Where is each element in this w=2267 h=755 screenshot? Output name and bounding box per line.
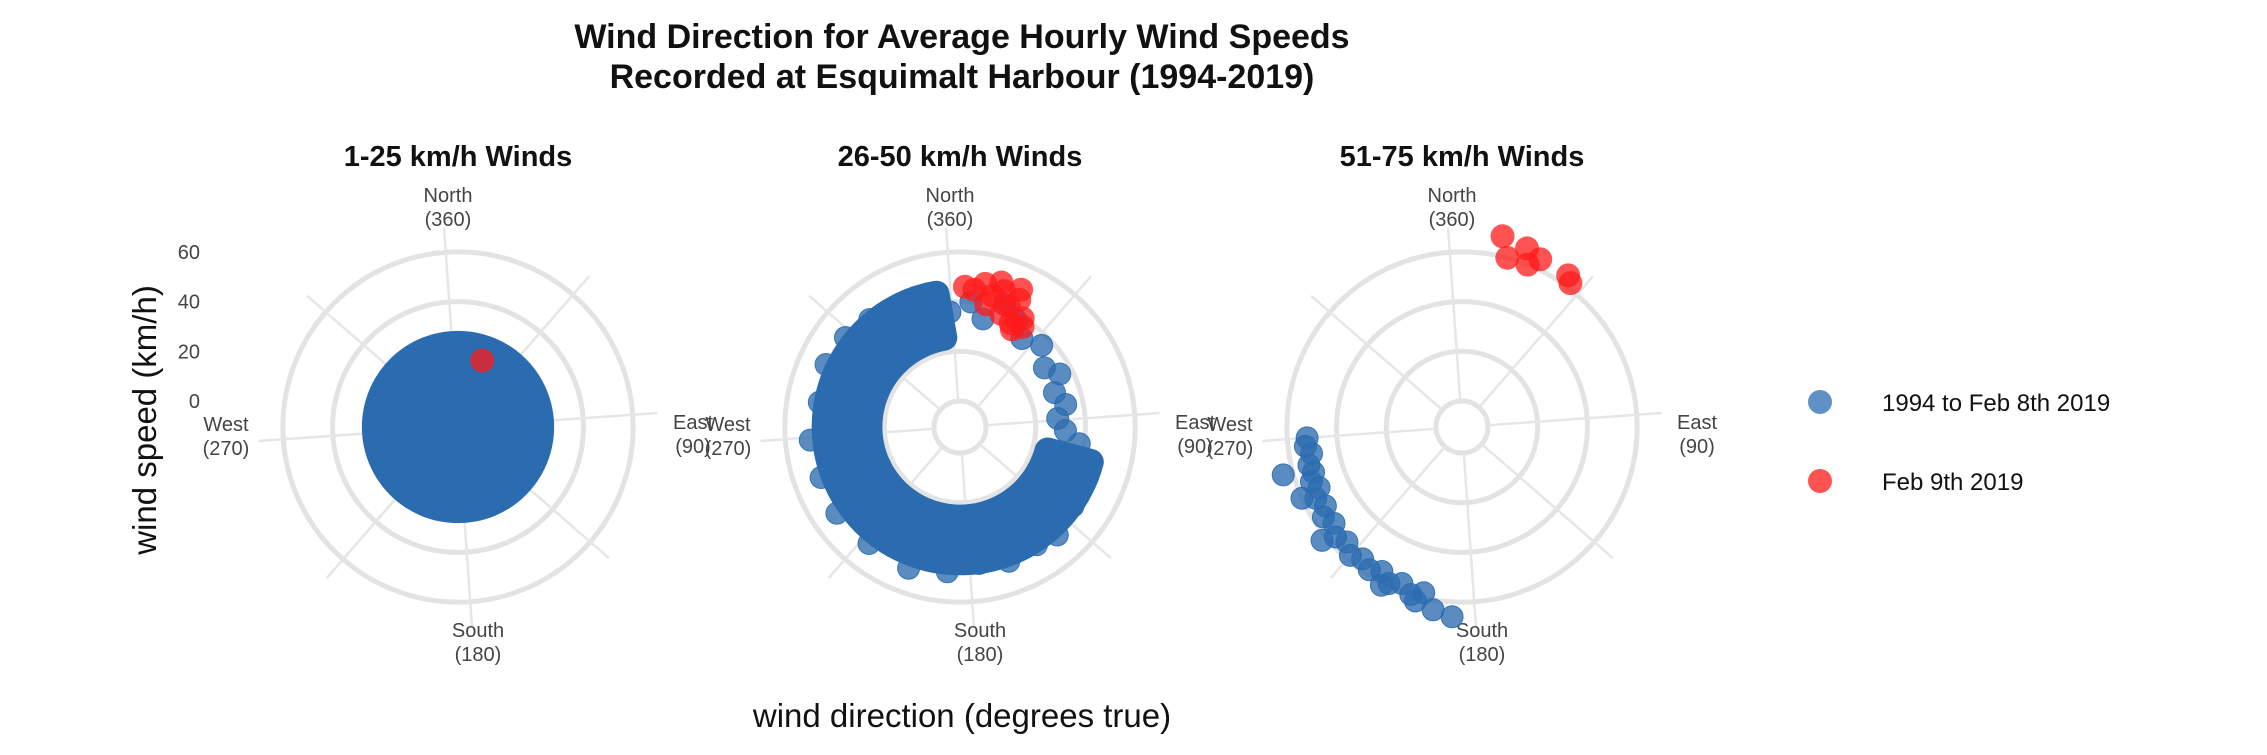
x-axis-title: wind direction (degrees true)	[752, 697, 1171, 734]
r-tick-label: 60	[178, 242, 200, 264]
grid-ring	[280, 249, 636, 605]
facet-panels: 1-25 km/h WindsNorth(360)East(90)South(1…	[178, 141, 1718, 666]
historic-point	[923, 297, 947, 321]
grid-spoke	[1310, 294, 1444, 411]
historic-dense-region	[361, 330, 555, 524]
historic-point	[825, 501, 849, 525]
direction-degree-label: (360)	[425, 209, 472, 231]
direction-degree-label: (360)	[927, 209, 974, 231]
historic-point	[897, 556, 921, 580]
direction-label: West	[1207, 414, 1253, 436]
grid-ring	[1284, 249, 1640, 605]
direction-degree-label: (180)	[957, 644, 1004, 666]
direction-degree-label: (270)	[705, 438, 752, 460]
legend-label-historic: 1994 to Feb 8th 2019	[1882, 390, 2110, 417]
historic-point	[1369, 573, 1393, 597]
grid-ring	[1383, 348, 1541, 506]
historic-point	[1310, 528, 1334, 552]
historic-point	[857, 531, 881, 555]
direction-degree-label: (90)	[675, 436, 711, 458]
grid-ring	[330, 299, 586, 555]
feb9-point	[1558, 271, 1583, 296]
direction-degree-label: (270)	[1207, 438, 1254, 460]
legend: 1994 to Feb 8th 2019 Feb 9th 2019	[1808, 390, 2110, 496]
historic-point	[1030, 333, 1054, 357]
direction-label: North	[926, 185, 975, 207]
historic-point	[1067, 432, 1091, 456]
historic-point	[1440, 605, 1464, 629]
direction-label: East	[673, 412, 713, 434]
direction-degree-label: (180)	[1459, 644, 1506, 666]
facet-title: 51-75 km/h Winds	[1340, 141, 1585, 173]
grid-ring	[782, 249, 1138, 605]
direction-degree-label: (180)	[455, 644, 502, 666]
historic-point	[833, 326, 857, 350]
facet-title: 26-50 km/h Winds	[838, 141, 1083, 173]
grid-spoke	[1487, 411, 1662, 427]
historic-point	[798, 428, 822, 452]
grid-spoke	[1446, 227, 1462, 402]
facet-title: 1-25 km/h Winds	[344, 141, 573, 173]
feb9-point	[1515, 236, 1540, 261]
historic-point	[809, 466, 833, 490]
historic-dense-region	[811, 280, 1104, 576]
facet-panel-1: 1-25 km/h Winds North(360) East(90) South(1…	[178, 141, 714, 666]
direction-label: East	[1175, 412, 1215, 434]
legend-key-feb9	[1808, 469, 1832, 493]
historic-point	[883, 302, 907, 326]
facet-panel-3: 51-75 km/h WindsNorth(360)East(90)South(…	[1207, 141, 1718, 666]
grid-ring	[1433, 398, 1491, 456]
grid-spoke	[1480, 443, 1614, 560]
grid-spoke	[1462, 452, 1478, 627]
historic-point	[1048, 499, 1072, 523]
historic-point	[1057, 454, 1081, 478]
feb9-point	[1010, 314, 1035, 339]
r-tick-label: 20	[178, 341, 200, 363]
direction-label: South	[452, 620, 504, 642]
y-axis-title: wind speed (km/h)	[126, 285, 163, 556]
direction-degree-label: (270)	[203, 438, 250, 460]
r-tick-label: 0	[189, 391, 200, 413]
direction-label: South	[1456, 620, 1508, 642]
historic-point	[997, 549, 1021, 573]
historic-point	[1045, 523, 1069, 547]
facet-panel-2: 26-50 km/h WindsNorth(360)East(90)South(…	[705, 141, 1216, 666]
historic-point	[1271, 463, 1295, 487]
direction-label: South	[954, 620, 1006, 642]
grid-ring	[1334, 299, 1590, 555]
direction-label: West	[203, 414, 249, 436]
feb9-point	[1009, 277, 1034, 302]
grid-spoke	[1262, 427, 1437, 443]
chart-title-line-2: Recorded at Esquimalt Harbour (1994-2019…	[610, 58, 1315, 96]
feb9-point	[989, 270, 1014, 295]
direction-label: North	[1428, 185, 1477, 207]
feb9-point	[1495, 245, 1520, 270]
direction-label: East	[1677, 412, 1717, 434]
feb9-point	[952, 274, 977, 299]
historic-point	[814, 353, 838, 377]
direction-label: North	[424, 185, 473, 207]
legend-label-feb9: Feb 9th 2019	[1882, 469, 2023, 496]
grid-spoke	[1478, 275, 1595, 409]
chart-title-line-1: Wind Direction for Average Hourly Wind S…	[574, 18, 1349, 56]
direction-degree-label: (360)	[1429, 209, 1476, 231]
historic-point	[967, 552, 991, 576]
legend-key-historic	[1808, 390, 1832, 414]
direction-degree-label: (90)	[1177, 436, 1213, 458]
feb9-point	[470, 348, 495, 373]
grid-spoke	[985, 411, 1160, 427]
grid-ring	[931, 398, 989, 456]
historic-point	[1290, 486, 1314, 510]
direction-degree-label: (90)	[1679, 436, 1715, 458]
historic-point	[858, 307, 882, 331]
historic-point	[807, 390, 831, 414]
feb9-point	[1490, 224, 1515, 249]
direction-label: West	[705, 414, 751, 436]
historic-point	[1024, 533, 1048, 557]
r-tick-label: 40	[178, 292, 200, 314]
historic-point	[935, 560, 959, 584]
grid-ring	[881, 348, 1039, 506]
